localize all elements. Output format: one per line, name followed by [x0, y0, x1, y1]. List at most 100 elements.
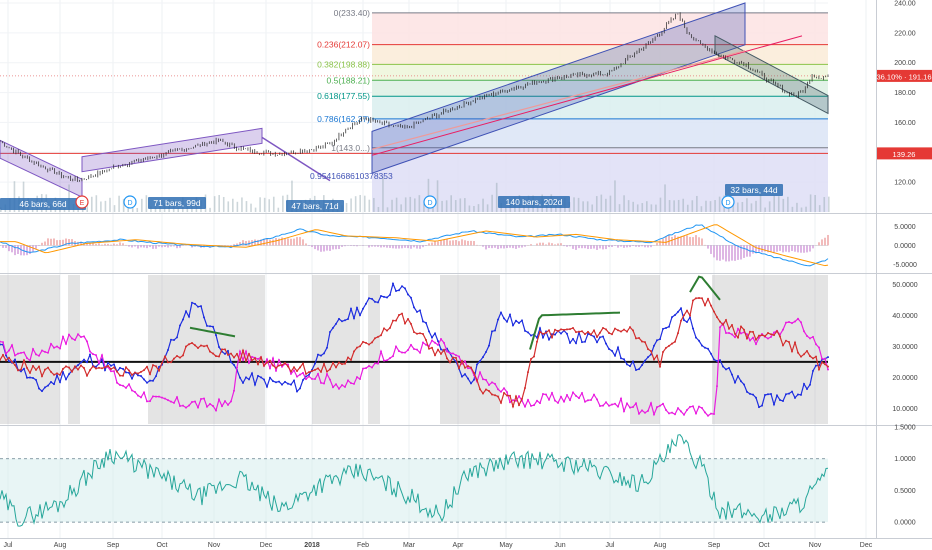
volume-bar: [423, 203, 425, 212]
macd-axis-tick-label: -5.0000: [893, 262, 917, 269]
channel-down-2: [714, 35, 829, 115]
volume-bar: [263, 197, 266, 212]
volume-bar: [714, 200, 716, 212]
volume-bar: [659, 197, 662, 212]
volume-bar: [491, 194, 493, 212]
range-annotation-label: 46 bars, 66d: [19, 199, 67, 209]
range-annotation-box: [0, 198, 86, 210]
volume-bar: [150, 206, 152, 212]
volume-bar: [222, 196, 225, 212]
volume-bar: [259, 197, 261, 212]
volume-bar: [582, 201, 584, 212]
volume-bar: [577, 197, 580, 212]
time-axis-tick-label: Feb: [357, 542, 369, 549]
time-axis-tick-label: Jul: [4, 542, 13, 549]
minus-di-line: [0, 317, 829, 417]
volume-bar: [605, 198, 607, 212]
macd-axis-tick-label: 0.0000: [894, 243, 916, 250]
volume-bar: [614, 180, 616, 212]
range-annotation-box: [725, 184, 783, 196]
volume-bar: [459, 198, 462, 212]
time-axis-tick-label: May: [499, 542, 513, 549]
level-label: 139.26: [893, 150, 916, 159]
volume-bar: [646, 201, 648, 212]
volume-bar: [618, 204, 621, 212]
volume-bar: [673, 200, 675, 212]
volume-bar: [768, 201, 771, 212]
time-axis-tick-label: Jun: [554, 542, 565, 549]
dmi-axis-tick-label: 10.0000: [892, 406, 917, 413]
volume-bar: [218, 195, 220, 212]
volume-bar: [682, 198, 685, 212]
volume-bar: [750, 203, 753, 212]
volume-bar: [382, 177, 384, 212]
plus-di-line: [0, 297, 829, 409]
volume-bar: [691, 200, 694, 212]
volume-bar: [595, 196, 598, 212]
fib-zone-5: [372, 118, 828, 148]
range-annotation-box: [286, 200, 344, 212]
volume-bar: [777, 196, 780, 212]
time-axis-tick-label: Aug: [654, 542, 667, 549]
volume-bar: [363, 195, 366, 212]
dmi-shaded-zone: [312, 275, 360, 424]
osc-axis-tick-label: 1.0000: [894, 456, 916, 463]
dmi-shaded-zone: [68, 275, 80, 424]
volume-bar: [759, 194, 762, 212]
dmi-axis-tick-label: 40.0000: [892, 313, 917, 320]
event-marker-label: D: [127, 200, 132, 207]
volume-bar: [746, 198, 748, 212]
volume-bar: [536, 206, 539, 212]
time-axis-tick-label: Oct: [759, 542, 770, 549]
range-annotation-label: 71 bars, 99d: [153, 198, 201, 208]
time-axis-tick-label: Nov: [809, 542, 822, 549]
dmi-axis-tick-label: 50.0000: [892, 282, 917, 289]
volume-bar: [254, 207, 257, 212]
oscillator-band: [0, 458, 828, 523]
volume-bar: [791, 206, 794, 212]
volume-bar: [800, 207, 803, 212]
macd-indicator: [0, 224, 829, 267]
volume-bar: [809, 194, 812, 212]
moving-average: [371, 50, 746, 150]
volume-bar: [109, 197, 111, 212]
fib-zone-0: [372, 12, 828, 45]
fib-extra-label: 0.9541668610378353: [310, 171, 393, 181]
fib-level-label: 0.786(162.37): [317, 114, 370, 124]
oscillator-line: [0, 434, 829, 527]
volume-bar: [177, 207, 180, 212]
range-annotation-label: 47 bars, 71d: [291, 201, 339, 211]
time-axis-tick-label: Aug: [54, 542, 67, 549]
volume-bar: [504, 207, 507, 212]
volume-bar: [277, 207, 280, 212]
volume-bar: [818, 205, 821, 212]
time-axis-tick-label: Mar: [403, 542, 416, 549]
volume-bar: [486, 204, 489, 212]
volume-bar: [641, 203, 644, 212]
price-axis-tick-label: 160.00: [894, 120, 916, 127]
trend-strength-segment: [529, 311, 621, 350]
volume-bar: [213, 196, 216, 212]
fib-level-label: 0.382(198.88): [317, 59, 370, 69]
volume-bar: [272, 196, 275, 212]
dividend-marker: [423, 195, 437, 209]
fib-level-label: 1(143.0...): [331, 143, 370, 153]
volume-bar: [141, 198, 143, 212]
event-marker-label: D: [725, 200, 730, 207]
osc-axis-tick-label: 1.5000: [894, 425, 916, 432]
volume-bar: [482, 198, 484, 212]
last-price-label: 36.10% · 191.16: [876, 72, 931, 81]
volume-bar: [131, 204, 134, 212]
channel-up-1: [81, 127, 263, 173]
trend-strength-segment: [689, 275, 721, 301]
volume-bar: [700, 206, 703, 212]
volume-bar: [427, 178, 430, 212]
volume-bar: [445, 200, 448, 212]
volume-bar: [118, 195, 120, 212]
volume-bar: [696, 195, 698, 212]
volume-bar: [477, 204, 480, 212]
volume-bar: [573, 197, 575, 212]
volume-bar: [404, 197, 407, 212]
dmi-axis-tick-label: 30.0000: [892, 344, 917, 351]
